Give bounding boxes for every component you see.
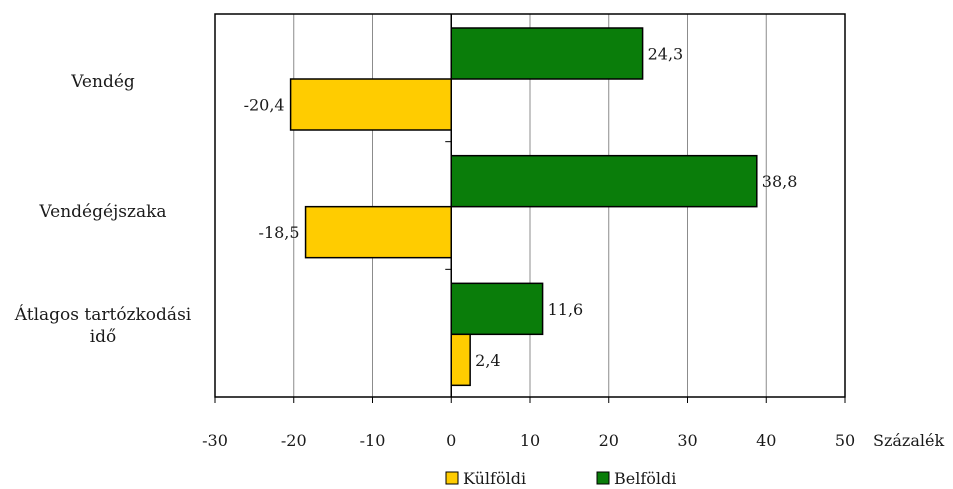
legend-swatch-belföldi — [596, 471, 610, 485]
data-labels: 24,3 -20,4 38,8 -18,5 11,6 2,4 — [244, 45, 798, 370]
axis — [214, 14, 846, 403]
category-label: idő — [90, 327, 117, 347]
x-tick-label: 30 — [677, 431, 697, 450]
bar-belföldi-0 — [450, 27, 644, 80]
bar-belföldi-2 — [450, 282, 544, 336]
legend: Külföldi Belföldi — [445, 469, 676, 488]
bar-külföldi-0 — [289, 78, 452, 131]
legend-label-külföldi: Külföldi — [463, 469, 526, 488]
data-label: -20,4 — [244, 96, 285, 115]
category-label: Átlagos tartózkodási — [14, 304, 192, 325]
bar-külföldi-1 — [304, 205, 452, 259]
legend-swatch-külföldi — [445, 471, 459, 485]
category-labels: Vendég Vendégéjszaka Átlagos tartózkodásii… — [14, 72, 192, 347]
x-tick-label: 40 — [756, 431, 776, 450]
category-label: Vendég — [70, 72, 135, 92]
bar-belföldi-1 — [450, 154, 758, 208]
legend-label-belföldi: Belföldi — [614, 469, 676, 488]
bars — [289, 27, 758, 387]
x-tick-label: -20 — [281, 431, 307, 450]
data-label: 11,6 — [548, 300, 584, 319]
x-tick-label: -30 — [202, 431, 228, 450]
x-tick-label: 50 — [835, 431, 855, 450]
x-tick-label: -10 — [360, 431, 386, 450]
x-tick-labels: -30 -20 -10 0 10 20 30 40 50 — [202, 431, 855, 450]
x-tick-label: 0 — [446, 431, 456, 450]
data-label: 2,4 — [475, 351, 500, 370]
bar-külföldi-2 — [450, 333, 471, 387]
data-label: -18,5 — [259, 223, 300, 242]
x-tick-label: 10 — [520, 431, 540, 450]
x-tick-label: 20 — [599, 431, 619, 450]
category-label: Vendégéjszaka — [38, 202, 166, 222]
data-label: 38,8 — [762, 172, 798, 191]
data-label: 24,3 — [648, 45, 684, 64]
x-unit-label: Százalék — [873, 431, 944, 450]
